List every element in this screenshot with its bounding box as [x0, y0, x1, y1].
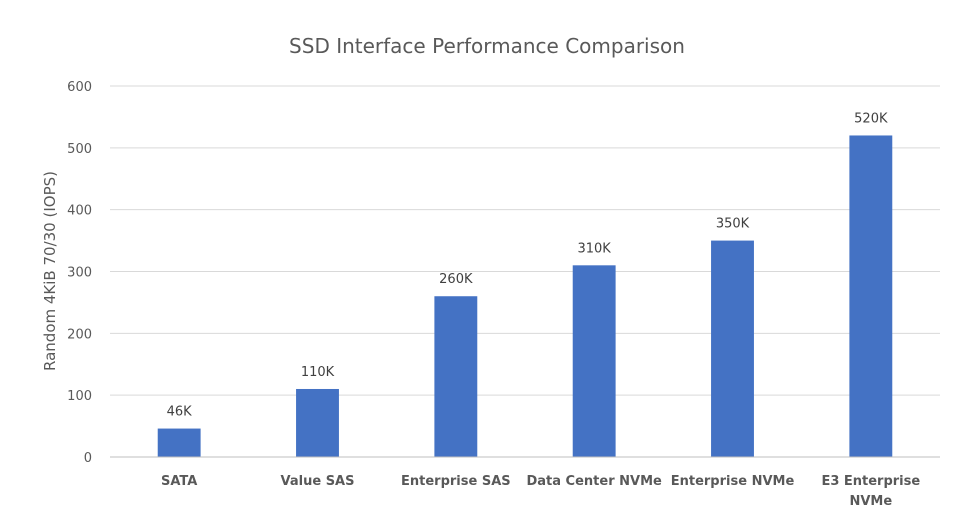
chart-title: SSD Interface Performance Comparison [289, 34, 685, 58]
bar [711, 240, 754, 457]
y-tick-label: 100 [67, 389, 92, 404]
bar [572, 265, 616, 457]
data-labels: 46K 110K 260K 310K 350K 520K [167, 111, 888, 419]
y-tick-label: 500 [67, 142, 92, 157]
data-label: 310K [577, 241, 611, 256]
x-tick-label-line: Value SAS [281, 474, 355, 489]
x-tick-label-line: NVMe [849, 494, 892, 509]
x-tick-label: E3 Enterprise NVMe [821, 474, 920, 509]
x-axis-ticks: SATA Value SAS Enterprise SAS Data Center N… [161, 474, 920, 509]
x-tick-label-line: E3 Enterprise [821, 474, 920, 489]
x-tick-label-line: Data Center NVMe [526, 474, 662, 489]
y-axis-label: Random 4KiB 70/30 (IOPS) [41, 171, 59, 371]
data-label: 520K [854, 111, 888, 126]
x-tick-label-line: Enterprise NVMe [671, 474, 795, 489]
y-tick-label: 300 [67, 266, 92, 281]
y-tick-label: 200 [67, 327, 92, 342]
data-label: 46K [167, 405, 193, 420]
y-tick-label: 0 [84, 451, 92, 466]
bar [296, 388, 339, 457]
x-tick-label-line: Enterprise SAS [401, 474, 511, 489]
x-tick-label: Enterprise NVMe [671, 474, 795, 489]
x-tick-label: Value SAS [281, 474, 355, 489]
x-tick-label: Enterprise SAS [401, 474, 511, 489]
x-tick-label-line: SATA [161, 474, 197, 489]
y-axis-ticks: 0 100 200 300 400 500 600 [67, 80, 92, 466]
y-tick-label: 600 [67, 80, 92, 95]
gridlines [110, 85, 940, 396]
x-tick-label: SATA [161, 474, 197, 489]
data-label: 110K [301, 365, 335, 380]
bar [157, 428, 201, 457]
bars [157, 135, 893, 457]
y-tick-label: 400 [67, 204, 92, 219]
x-tick-label: Data Center NVMe [526, 474, 662, 489]
data-label: 260K [439, 272, 473, 287]
bar [849, 135, 893, 457]
bar [434, 296, 478, 457]
data-label: 350K [716, 217, 750, 232]
